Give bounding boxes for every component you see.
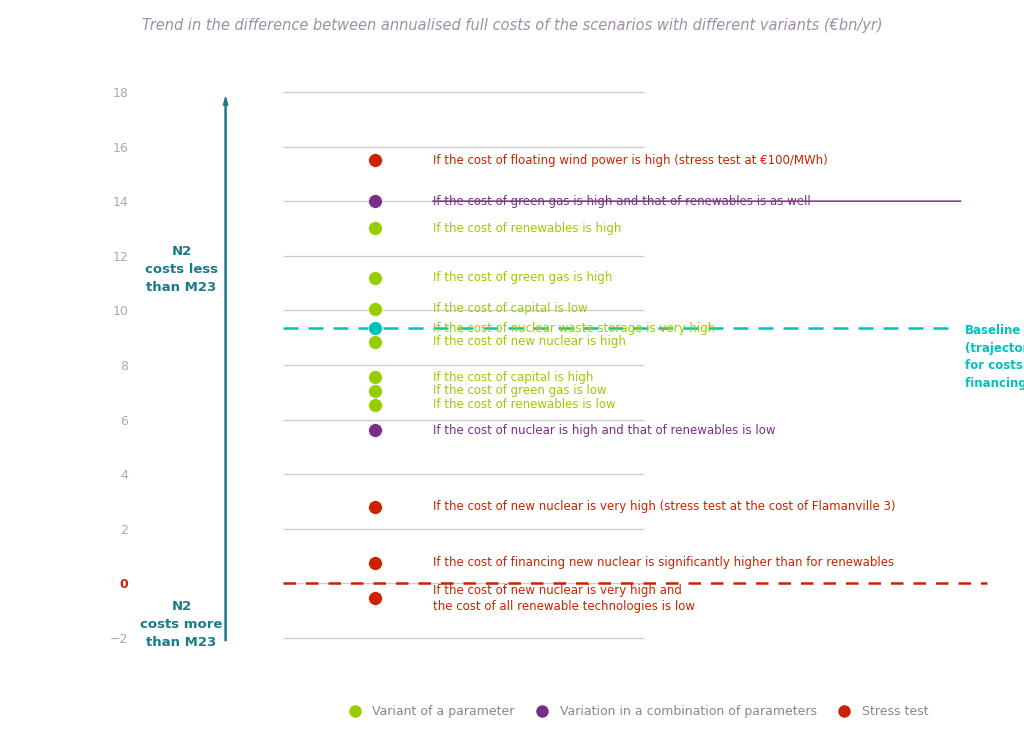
Text: If the cost of floating wind power is high (stress test at €100/MWh): If the cost of floating wind power is hi… <box>432 154 827 167</box>
Text: Trend in the difference between annualised full costs of the scenarios with diff: Trend in the difference between annualis… <box>141 18 883 34</box>
Text: If the cost of new nuclear is high: If the cost of new nuclear is high <box>432 335 626 348</box>
Text: If the cost of renewables is low: If the cost of renewables is low <box>432 398 615 411</box>
Text: If the cost of new nuclear is very high and
the cost of all renewable technologi: If the cost of new nuclear is very high … <box>432 584 694 613</box>
Text: If the cost of capital is high: If the cost of capital is high <box>432 371 593 383</box>
Text: N2
costs more
than M23: N2 costs more than M23 <box>140 600 223 649</box>
Legend: Variant of a parameter, Variation in a combination of parameters, Stress test: Variant of a parameter, Variation in a c… <box>337 701 933 723</box>
Text: If the cost of financing new nuclear is significantly higher than for renewables: If the cost of financing new nuclear is … <box>432 556 894 569</box>
Text: If the cost of green gas is high: If the cost of green gas is high <box>432 271 612 284</box>
Text: If the cost of green gas is low: If the cost of green gas is low <box>432 384 606 397</box>
Text: If the cost of new nuclear is very high (stress test at the cost of Flamanville : If the cost of new nuclear is very high … <box>432 500 895 513</box>
Text: If the cost of nuclear is high and that of renewables is low: If the cost of nuclear is high and that … <box>432 424 775 437</box>
Text: If the cost of nuclear waste storage is very high: If the cost of nuclear waste storage is … <box>432 321 715 335</box>
Text: If the cost of capital is low: If the cost of capital is low <box>432 303 587 316</box>
Text: N2
costs less
than M23: N2 costs less than M23 <box>145 245 218 294</box>
Text: Baseline
(trajectory
for costs and
financing terms): Baseline (trajectory for costs and finan… <box>966 324 1024 389</box>
Text: If the cost of green gas is high and that of renewables is as well: If the cost of green gas is high and tha… <box>432 195 810 208</box>
Text: If the cost of renewables is high: If the cost of renewables is high <box>432 222 621 235</box>
